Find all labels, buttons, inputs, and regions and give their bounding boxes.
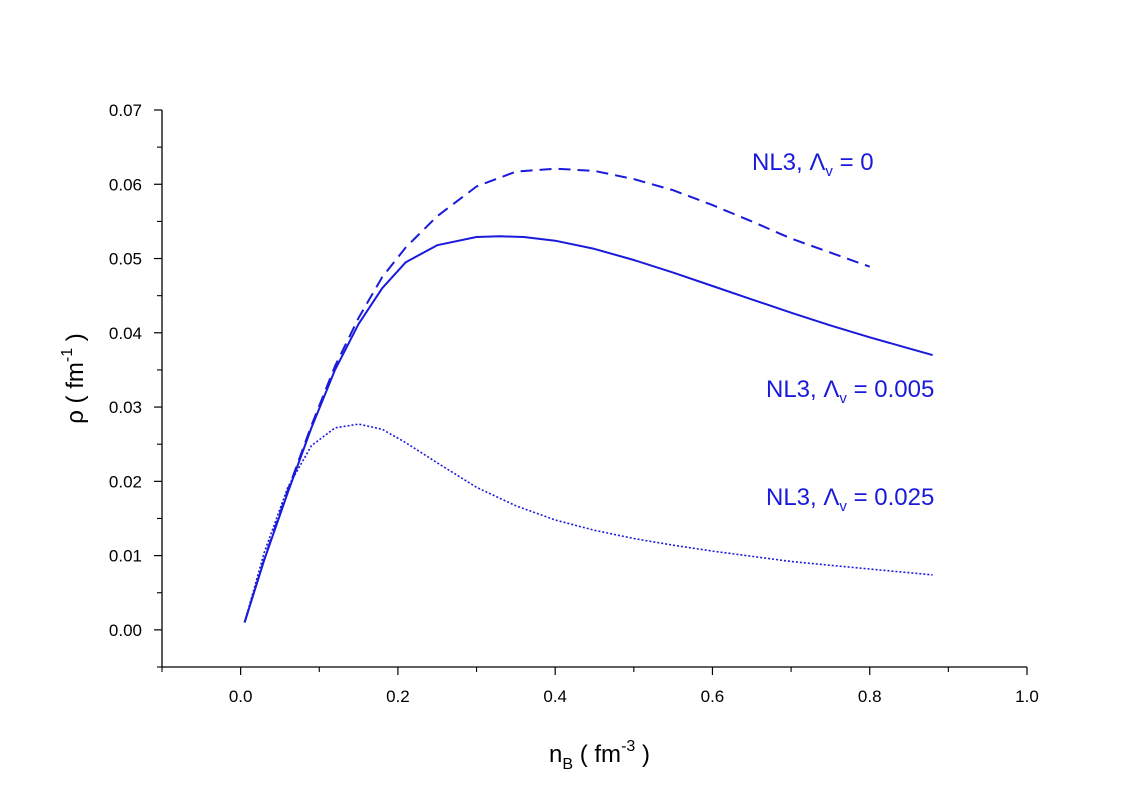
axes: 0.0 0.2 0.4 0.6 0.8 1.0 0.00 0.01 0.02 0.03 0.04 0.… — [59, 101, 1039, 773]
x-tick-label: 0.0 — [229, 687, 253, 706]
series-line-dotted — [243, 423, 933, 623]
y-axis-title: ρ ( fm-1 ) — [59, 333, 89, 424]
y-tick-label: 0.06 — [109, 175, 142, 194]
y-tick-label: 0.01 — [109, 547, 142, 566]
y-tick-label: 0.02 — [109, 472, 142, 491]
y-tick-label: 0.05 — [109, 250, 142, 269]
x-axis-title: nB ( fm-3 ) — [549, 738, 650, 773]
series-layer — [243, 167, 933, 623]
labels-layer: NL3, Λv = 0 NL3, Λv = 0.005 NL3, Λv = 0.02… — [752, 149, 934, 515]
y-tick-label: 0.03 — [109, 398, 142, 417]
x-tick-label: 0.6 — [701, 687, 725, 706]
x-tick-label: 0.4 — [543, 687, 567, 706]
series-label-solid: NL3, Λv = 0.005 — [766, 376, 934, 407]
y-tick-label: 0.07 — [109, 101, 142, 120]
x-tick-label: 0.2 — [386, 687, 410, 706]
series-label-dotted: NL3, Λv = 0.025 — [766, 484, 934, 515]
series-label-dashed: NL3, Λv = 0 — [752, 149, 874, 180]
y-tick-label: 0.04 — [109, 324, 142, 343]
x-tick-label: 1.0 — [1015, 687, 1039, 706]
y-tick-label: 0.00 — [109, 621, 142, 640]
series-line-solid — [243, 235, 933, 623]
x-tick-label: 0.8 — [858, 687, 882, 706]
